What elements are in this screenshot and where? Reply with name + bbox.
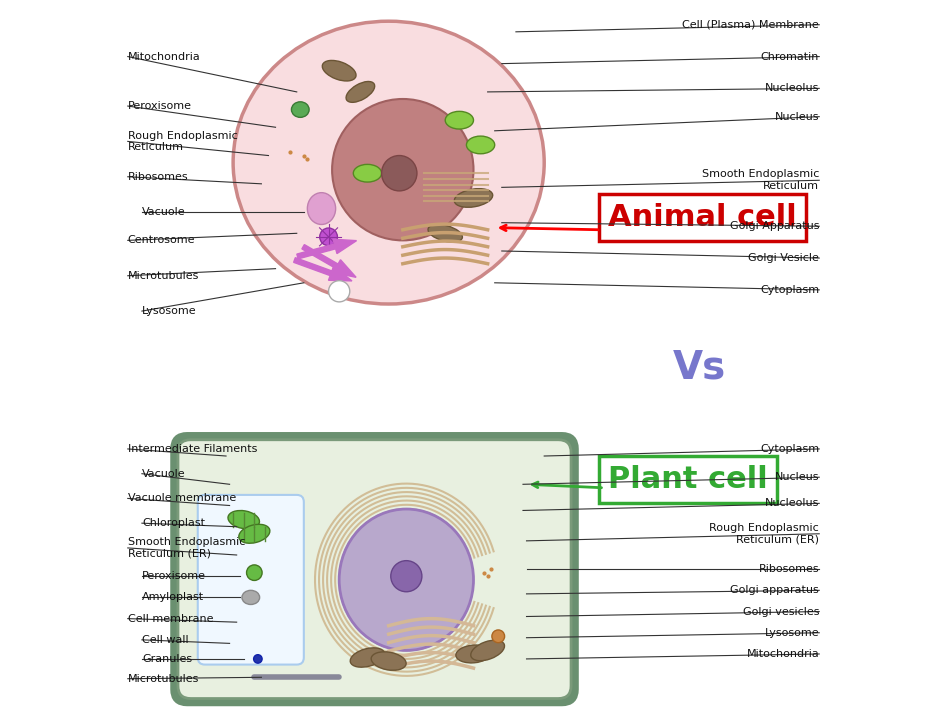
Text: Cell (Plasma) Membrane: Cell (Plasma) Membrane	[683, 20, 819, 30]
Text: Cytoplasm: Cytoplasm	[760, 285, 819, 295]
Text: Mitochondria: Mitochondria	[128, 52, 201, 62]
Ellipse shape	[346, 81, 375, 103]
Ellipse shape	[320, 228, 337, 245]
Ellipse shape	[308, 192, 335, 225]
Text: Rough Endoplasmic
Reticulum (ER): Rough Endoplasmic Reticulum (ER)	[709, 523, 819, 544]
Text: Cell membrane: Cell membrane	[128, 614, 213, 624]
Text: Animal cell: Animal cell	[608, 203, 796, 232]
Text: Cell wall: Cell wall	[142, 635, 188, 645]
Text: Golgi Apparatus: Golgi Apparatus	[730, 221, 819, 231]
Text: Ribosomes: Ribosomes	[128, 172, 188, 182]
Text: Rough Endoplasmic
Reticulum: Rough Endoplasmic Reticulum	[128, 131, 238, 152]
Text: Centrosome: Centrosome	[128, 235, 195, 245]
Ellipse shape	[241, 590, 259, 604]
Ellipse shape	[428, 225, 462, 242]
Text: Vacuole: Vacuole	[142, 469, 186, 479]
FancyBboxPatch shape	[198, 495, 304, 665]
Text: Lysosome: Lysosome	[142, 306, 197, 316]
Text: Golgi Vesicle: Golgi Vesicle	[748, 253, 819, 263]
FancyBboxPatch shape	[178, 440, 571, 699]
Text: Chromatin: Chromatin	[760, 52, 819, 62]
Text: Lysosome: Lysosome	[764, 628, 819, 638]
Ellipse shape	[371, 652, 406, 670]
FancyArrow shape	[302, 245, 356, 277]
Ellipse shape	[445, 111, 474, 129]
Text: Microtubules: Microtubules	[128, 271, 199, 281]
Ellipse shape	[471, 640, 505, 661]
Ellipse shape	[233, 21, 545, 304]
Text: Chloroplast: Chloroplast	[142, 518, 205, 528]
Text: Cytoplasm: Cytoplasm	[760, 444, 819, 454]
Text: Smooth Endoplasmic
Reticulum: Smooth Endoplasmic Reticulum	[702, 170, 819, 191]
Ellipse shape	[332, 99, 474, 240]
Ellipse shape	[329, 281, 349, 302]
Ellipse shape	[239, 525, 270, 543]
Text: Intermediate Filaments: Intermediate Filaments	[128, 444, 258, 454]
Ellipse shape	[228, 510, 259, 529]
Ellipse shape	[456, 645, 491, 663]
Text: Vacuole membrane: Vacuole membrane	[128, 493, 236, 503]
Ellipse shape	[339, 509, 474, 650]
Ellipse shape	[353, 165, 382, 182]
Ellipse shape	[491, 630, 505, 643]
Text: Vs: Vs	[673, 349, 726, 387]
Text: Nucleus: Nucleus	[775, 472, 819, 482]
Text: Granules: Granules	[142, 654, 192, 664]
FancyArrow shape	[294, 257, 352, 281]
FancyArrow shape	[296, 239, 356, 259]
Ellipse shape	[254, 655, 262, 663]
Text: Microtubules: Microtubules	[128, 674, 199, 684]
Text: Peroxisome: Peroxisome	[128, 101, 192, 111]
Ellipse shape	[350, 648, 384, 667]
FancyBboxPatch shape	[173, 435, 576, 703]
Text: Amyloplast: Amyloplast	[142, 592, 204, 602]
Text: Nucleolus: Nucleolus	[765, 498, 819, 508]
Text: Nucleolus: Nucleolus	[765, 83, 819, 93]
Text: Mitochondria: Mitochondria	[746, 649, 819, 659]
Ellipse shape	[322, 60, 356, 81]
Ellipse shape	[391, 561, 422, 592]
Text: Vacuole: Vacuole	[142, 207, 186, 217]
Ellipse shape	[455, 189, 492, 207]
Text: Nucleus: Nucleus	[775, 112, 819, 122]
Text: Smooth Endoplasmic
Reticulum (ER): Smooth Endoplasmic Reticulum (ER)	[128, 537, 245, 559]
Ellipse shape	[467, 136, 494, 153]
Ellipse shape	[292, 102, 309, 117]
Text: Golgi vesicles: Golgi vesicles	[742, 607, 819, 617]
Text: Golgi apparatus: Golgi apparatus	[730, 585, 819, 595]
Ellipse shape	[246, 565, 262, 580]
Text: Peroxisome: Peroxisome	[142, 571, 205, 581]
Text: Ribosomes: Ribosomes	[759, 564, 819, 574]
Ellipse shape	[382, 156, 417, 191]
Text: Plant cell: Plant cell	[608, 464, 768, 493]
